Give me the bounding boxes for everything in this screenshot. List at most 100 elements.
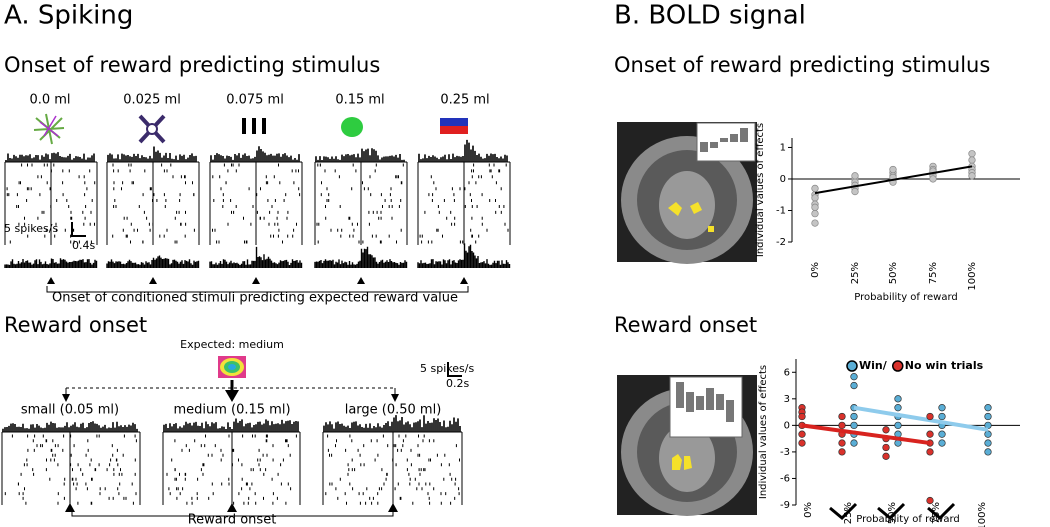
- data-point: [850, 373, 858, 381]
- data-point: [850, 412, 858, 421]
- raster-frame: [417, 161, 511, 245]
- trend-line: [853, 405, 989, 432]
- histogram: [210, 146, 300, 162]
- x-tick-label: 25%: [843, 502, 854, 524]
- data-point: [882, 443, 890, 452]
- onset-marker: [252, 277, 260, 284]
- raster-frame: [106, 161, 200, 245]
- arrow-head: [225, 390, 239, 402]
- scale-bar: [71, 222, 86, 237]
- histogram: [418, 139, 508, 162]
- data-point: [838, 412, 846, 421]
- expected-label: Expected: medium: [180, 338, 284, 351]
- histogram: [5, 152, 95, 162]
- legend-label: Win/: [859, 359, 888, 372]
- y-tick-label: -2: [776, 237, 786, 248]
- data-point: [894, 395, 902, 403]
- data-point: [838, 448, 846, 456]
- data-point: [926, 412, 934, 421]
- onset-marker: [47, 277, 55, 284]
- raster-frame: [1, 431, 141, 505]
- raster: [166, 434, 297, 505]
- scale-time: 0.4s: [72, 239, 95, 252]
- section-heading: Onset of reward predicting stimulus: [4, 53, 380, 77]
- data-point: [968, 172, 976, 180]
- data-point: [798, 439, 806, 447]
- histogram: [2, 421, 138, 432]
- psth: [417, 243, 511, 268]
- section-heading: Onset of reward predicting stimulus: [614, 53, 990, 77]
- scale-rate: 5 spikes/s: [4, 222, 58, 235]
- raster: [212, 163, 301, 244]
- data-point: [838, 439, 846, 447]
- stimulus-icon: [33, 113, 468, 145]
- data-point: [968, 150, 976, 158]
- y-tick-label: 0: [780, 174, 786, 185]
- data-point: [926, 496, 934, 505]
- section-heading: Reward onset: [614, 313, 757, 337]
- data-point: [882, 452, 890, 460]
- psth: [314, 246, 408, 268]
- raster: [4, 434, 137, 505]
- panel-title: B. BOLD signal: [614, 1, 806, 31]
- bracket: [46, 286, 469, 293]
- raster: [112, 163, 195, 244]
- amount-label: 0.075 ml: [226, 93, 284, 108]
- data-point: [938, 412, 946, 421]
- x-tick-label: 100%: [967, 262, 978, 291]
- histogram: [323, 415, 461, 432]
- data-point: [850, 381, 858, 390]
- psth: [209, 246, 303, 268]
- data-point: [851, 172, 859, 180]
- bracket: [71, 510, 394, 517]
- data-point: [929, 175, 937, 183]
- raster: [419, 163, 509, 244]
- amount-label: 0.15 ml: [335, 93, 384, 108]
- onset-marker: [227, 503, 237, 512]
- psth: [106, 255, 200, 268]
- outcome-label: small (0.05 ml): [21, 403, 119, 418]
- legend-marker: [892, 360, 904, 372]
- x-tick-label: 100%: [977, 502, 988, 527]
- data-point: [850, 439, 858, 447]
- x-tick-label: 50%: [888, 262, 899, 284]
- section-heading: Reward onset: [4, 313, 147, 337]
- data-point: [798, 430, 806, 438]
- axis-marker: [829, 502, 956, 521]
- x-axis-label: Probability of reward: [856, 514, 960, 525]
- histogram: [315, 148, 405, 162]
- x-tick-label: 75%: [928, 262, 939, 284]
- x-tick-label: 0%: [803, 502, 814, 518]
- onset-marker: [65, 503, 75, 512]
- data-point: [894, 404, 902, 412]
- x-axis-label: Probability of reward: [854, 292, 958, 303]
- y-axis-label: Individual values of effects: [758, 365, 769, 499]
- scale-bar: [447, 362, 462, 377]
- x-tick-label: 25%: [850, 262, 861, 284]
- legend-label: No win trials: [905, 359, 984, 372]
- trend-line: [814, 165, 973, 195]
- data-point: [926, 430, 934, 438]
- x-tick-label: 50%: [887, 502, 898, 524]
- data-point: [938, 439, 946, 447]
- onset-marker: [388, 503, 398, 512]
- data-point: [889, 165, 897, 174]
- data-point: [984, 412, 992, 421]
- y-tick-label: 1: [780, 142, 786, 153]
- y-tick-label: -3: [780, 447, 790, 458]
- x-tick-label: 75%: [931, 502, 942, 524]
- raster-frame: [322, 431, 463, 505]
- data-point: [811, 203, 819, 211]
- caption: Onset of conditioned stimuli predicting …: [52, 291, 458, 306]
- brain-image: [617, 122, 757, 264]
- raster-frame: [209, 161, 303, 245]
- raster: [325, 434, 460, 505]
- raster: [6, 163, 96, 244]
- amount-label: 0.25 ml: [440, 93, 489, 108]
- scale-time: 0.2s: [446, 377, 469, 390]
- trend-line: [801, 423, 931, 446]
- raster-frame: [4, 161, 98, 245]
- y-tick-label: 3: [784, 394, 790, 405]
- outcome-label: large (0.50 ml): [345, 403, 442, 418]
- y-tick-label: -1: [776, 205, 786, 216]
